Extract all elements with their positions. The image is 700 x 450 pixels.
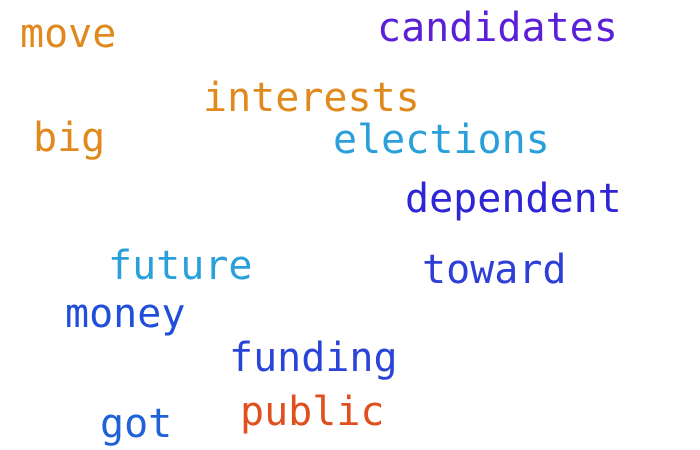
word-dependent: dependent	[405, 176, 622, 222]
word-toward: toward	[422, 247, 567, 293]
word-move: move	[20, 11, 117, 57]
word-got: got	[100, 401, 173, 447]
word-public: public	[240, 389, 385, 435]
word-future: future	[108, 243, 253, 289]
word-elections: elections	[333, 117, 550, 163]
word-big: big	[33, 115, 106, 161]
word-funding: funding	[229, 335, 398, 381]
word-money: money	[65, 291, 186, 337]
word-interests: interests	[203, 75, 420, 121]
word-candidates: candidates	[377, 5, 618, 51]
